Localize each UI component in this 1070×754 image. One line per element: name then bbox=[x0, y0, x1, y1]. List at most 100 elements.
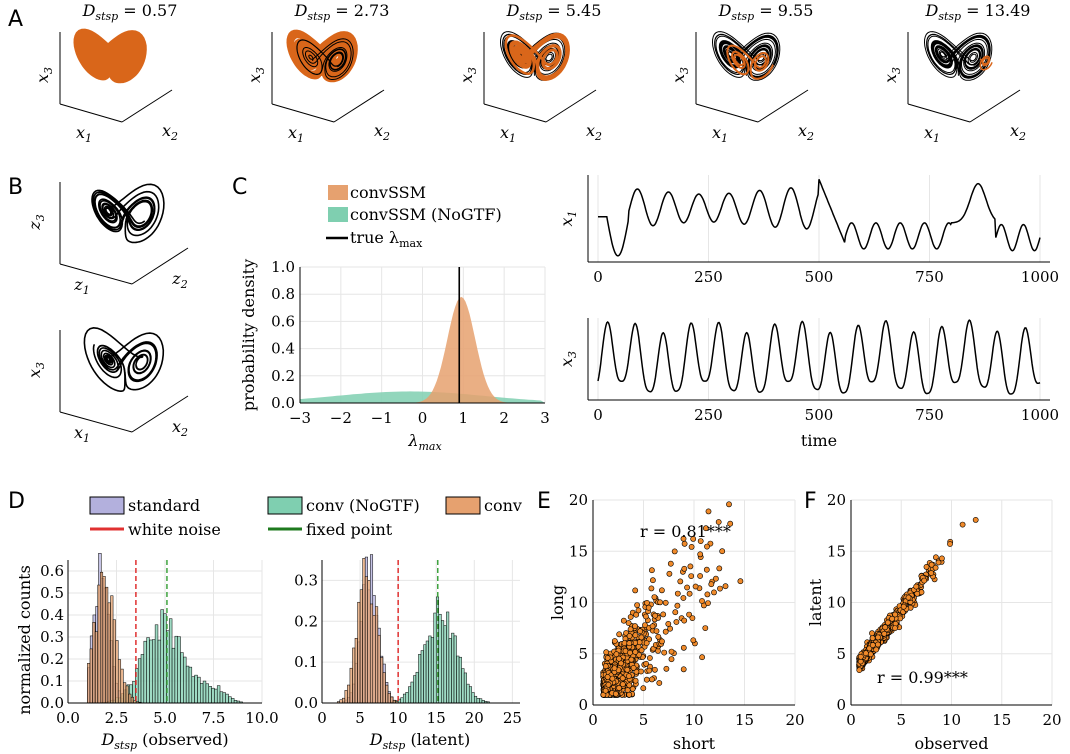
hist-x-tick: 5.0 bbox=[153, 709, 177, 727]
hist-bar-conv-nogtf bbox=[453, 635, 457, 704]
hist-x-tick: 5 bbox=[355, 709, 365, 727]
axis-front bbox=[695, 103, 759, 123]
scatter-point bbox=[885, 619, 891, 626]
hist-bar-conv-nogtf bbox=[461, 668, 465, 704]
axis-side bbox=[121, 89, 173, 123]
axis-label-a: z1 bbox=[73, 275, 89, 297]
scatter-point bbox=[688, 573, 695, 579]
panel-letter-c: C bbox=[232, 175, 247, 200]
axis-label-b: x2 bbox=[172, 417, 188, 439]
scatter-xlabel: short bbox=[673, 734, 716, 753]
attractor-title-1: Dstsp = 0.57 bbox=[82, 1, 178, 23]
scatter-point bbox=[609, 675, 616, 682]
scatter-point bbox=[699, 598, 705, 604]
hist-bar-conv-nogtf bbox=[191, 676, 195, 704]
density-area-convssm bbox=[300, 296, 545, 403]
legend-label-standard: standard bbox=[128, 496, 200, 515]
scatter-y-tick: 10 bbox=[827, 594, 846, 612]
ts-tick-label: 1000 bbox=[1021, 406, 1059, 424]
histogram-observed: 0.0 2.5 5.0 7.5 10.0 0.0 0.1 0.2 0.3 0.4 0.5 0.6 bbox=[40, 553, 279, 727]
axis-label-x2: x2 bbox=[374, 121, 390, 143]
scatter-point bbox=[619, 681, 626, 688]
scatter-point bbox=[655, 633, 662, 640]
axis-side bbox=[333, 89, 385, 123]
legend-label-convssm: convSSM bbox=[350, 183, 426, 202]
scatter-point bbox=[621, 640, 628, 646]
hist-bar-conv bbox=[89, 648, 93, 704]
hist-bar-conv bbox=[352, 647, 356, 704]
scatter-y-tick: 0 bbox=[836, 696, 846, 714]
hist-bar-conv bbox=[354, 637, 358, 704]
hist-bar-conv-nogtf bbox=[137, 658, 142, 704]
attractor-plot-5: Dstsp = 13.49 x1 x2 x3 bbox=[881, 1, 1030, 145]
axis-side bbox=[131, 395, 189, 433]
scatter-point bbox=[703, 566, 710, 573]
legend-swatch-conv bbox=[445, 496, 481, 515]
x-tick-label: −1 bbox=[371, 409, 393, 427]
scatter-point bbox=[681, 540, 688, 547]
axis-front bbox=[907, 103, 971, 123]
hist-bar-conv-nogtf bbox=[228, 696, 232, 704]
scatter-point bbox=[869, 635, 876, 641]
hist-bar-conv-nogtf bbox=[208, 686, 212, 704]
hist-bar-conv-nogtf bbox=[463, 672, 467, 704]
scatter-x-tick: 10 bbox=[684, 711, 703, 729]
axis-label-x1: x1 bbox=[924, 123, 940, 145]
scatter-point bbox=[671, 548, 678, 555]
scatter-point bbox=[603, 649, 610, 656]
ts-tick-label: 1000 bbox=[1021, 268, 1059, 286]
legend-label-conv-nogtf: conv (NoGTF) bbox=[306, 496, 420, 515]
legend-label-convssm-nogtf: convSSM (NoGTF) bbox=[350, 205, 502, 224]
hist-bar-conv-nogtf bbox=[171, 647, 176, 704]
hist-bar-conv bbox=[110, 595, 114, 704]
trajectory-black bbox=[923, 31, 993, 81]
b-attractor-1: z1 z2 z3 bbox=[25, 182, 189, 297]
scatter-point bbox=[959, 521, 966, 528]
scatter-point bbox=[632, 649, 639, 655]
axis-front bbox=[271, 103, 335, 123]
scatter-point bbox=[928, 570, 935, 576]
hist-bar-conv-nogtf bbox=[143, 640, 147, 704]
hist-bar-conv bbox=[347, 684, 351, 704]
ts-tick-label: 0 bbox=[593, 406, 603, 424]
hist-bar-conv-nogtf bbox=[168, 618, 173, 704]
scatter-point bbox=[913, 583, 920, 590]
hist-bar-conv bbox=[120, 668, 124, 704]
x-tick-label: −3 bbox=[289, 409, 311, 427]
x-tick-label: 3 bbox=[540, 409, 550, 427]
trajectory-orange bbox=[504, 32, 570, 81]
scatter-point bbox=[923, 564, 930, 570]
scatter-point bbox=[863, 650, 869, 657]
hist-bar-conv-nogtf bbox=[157, 639, 162, 704]
hist-bar-conv bbox=[377, 634, 381, 704]
hist-bar-conv bbox=[112, 619, 116, 704]
hist-bar-conv-nogtf bbox=[402, 693, 407, 704]
hist-x-tick: 0.0 bbox=[56, 709, 80, 727]
scatter-point bbox=[611, 665, 618, 672]
scatter-point bbox=[680, 666, 687, 673]
hist-bar-conv-nogtf bbox=[202, 680, 207, 704]
ts-tick-label: 500 bbox=[805, 268, 834, 286]
scatter-ylabel: latent bbox=[806, 578, 825, 626]
scatter-point bbox=[627, 614, 634, 620]
panel-letter-d: D bbox=[8, 489, 25, 514]
trajectory-black bbox=[91, 183, 165, 244]
y-tick-label: 0.6 bbox=[271, 312, 295, 330]
ts-ylabel: x1 bbox=[557, 210, 579, 226]
hist-bar-conv-nogtf bbox=[225, 693, 229, 704]
hist-bar-conv bbox=[97, 584, 101, 704]
scatter-point bbox=[933, 554, 939, 561]
scatter-point bbox=[716, 565, 723, 572]
hist-bar-conv-nogtf bbox=[405, 692, 409, 704]
scatter-point bbox=[857, 653, 864, 660]
scatter-point bbox=[726, 501, 732, 508]
scatter-point bbox=[657, 599, 663, 606]
hist-bar-conv-nogtf bbox=[456, 655, 460, 704]
scatter-point bbox=[713, 575, 719, 582]
legend-label-fixed-point: fixed point bbox=[306, 520, 393, 539]
scatter-point bbox=[972, 517, 979, 523]
hist-bar-conv-nogtf bbox=[418, 654, 422, 704]
scatter-point bbox=[928, 561, 935, 568]
panel-c-legend: convSSM convSSM (NoGTF) true λmax bbox=[326, 183, 502, 250]
timeseries-x1: 0 250 500 750 1000 x1 bbox=[557, 175, 1059, 286]
